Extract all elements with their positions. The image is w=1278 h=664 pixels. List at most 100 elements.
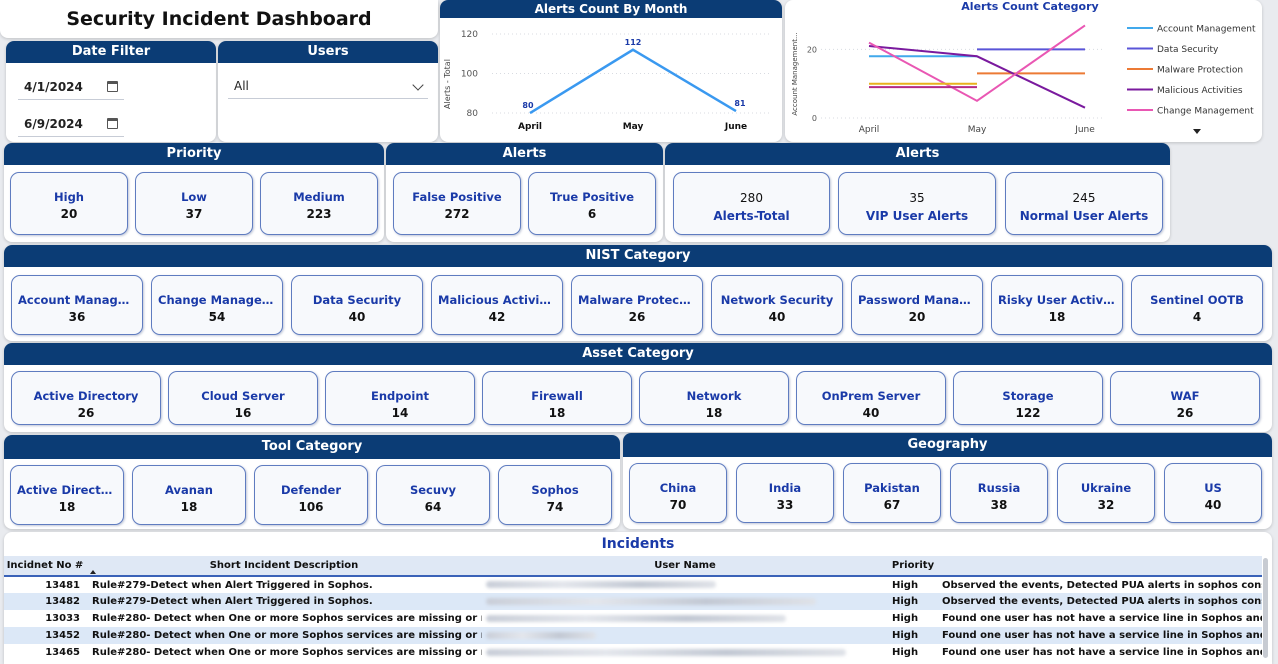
cell-user-name [482,610,888,627]
x-tick-label: May [968,125,987,135]
end-date-input[interactable]: 6/9/2024 [18,111,124,137]
legend-label[interactable]: Malicious Activities [1157,86,1243,96]
card-value: 122 [1015,406,1041,420]
table-row[interactable]: 13481 Rule#279-Detect when Alert Triggere… [4,576,1262,593]
nist-card-data-security[interactable]: Data Security 40 [291,275,423,335]
card-label: Active Directory [17,483,122,497]
card-label: Account Managem... [18,293,142,307]
table-row[interactable]: 13452 Rule#280- Detect when One or more S… [4,627,1262,644]
nist-category-header: NIST Category [4,245,1272,267]
card-value: 54 [208,310,226,324]
geo-card-pakistan[interactable]: Pakistan 67 [843,463,941,523]
column-header-notes[interactable] [938,556,1262,577]
normal-user-alerts-card[interactable]: 245 Normal User Alerts [1005,172,1163,235]
redacted-user-name [486,581,716,588]
nist-card-password-manage[interactable]: Password Manage... 20 [851,275,983,335]
table-scrollbar[interactable] [1263,558,1268,658]
users-dropdown[interactable]: All [228,73,428,99]
card-label: Risky User Activitiy [998,293,1122,307]
nist-card-risky-user-activitiy[interactable]: Risky User Activitiy 18 [991,275,1123,335]
geo-card-us[interactable]: US 40 [1164,463,1262,523]
data-label: 81 [734,99,746,108]
false-positive-card[interactable]: False Positive 272 [393,172,521,235]
tool-card-defender[interactable]: Defender 106 [254,465,368,525]
asset-card-onprem-server[interactable]: OnPrem Server 40 [796,371,946,425]
card-label: VIP User Alerts [865,209,969,223]
table-row[interactable]: 13482 Rule#279-Detect when Alert Triggere… [4,593,1262,610]
nist-card-network-security[interactable]: Network Security 40 [711,275,843,335]
asset-card-firewall[interactable]: Firewall 18 [482,371,632,425]
asset-card-storage[interactable]: Storage 122 [953,371,1103,425]
users-dropdown-value: All [234,79,249,93]
column-header-description[interactable]: Short Incident Description [86,556,482,577]
priority-card-medium[interactable]: Medium 223 [260,172,378,235]
chevron-down-icon[interactable] [412,79,424,91]
nist-card-change-managem[interactable]: Change Managem... 54 [151,275,283,335]
start-date-input[interactable]: 4/1/2024 [18,74,124,100]
priority-card-low[interactable]: Low 37 [135,172,253,235]
priority-card-high[interactable]: High 20 [10,172,128,235]
geo-card-india[interactable]: India 33 [736,463,834,523]
cell-incident-no: 13465 [45,647,80,658]
series-line-alerts [529,48,737,115]
card-label: True Positive [549,190,635,204]
asset-card-cloud-server[interactable]: Cloud Server 16 [168,371,318,425]
nist-card-sentinel-ootb[interactable]: Sentinel OOTB 4 [1131,275,1263,335]
geo-card-ukraine[interactable]: Ukraine 32 [1057,463,1155,523]
alerts-total-card[interactable]: 280 Alerts-Total [673,172,830,235]
table-row[interactable]: 13033 Rule#280- Detect when One or more S… [4,610,1262,627]
card-value: 4 [1192,310,1202,324]
tool-card-secuvy[interactable]: Secuvy 64 [376,465,490,525]
nist-card-malicious-activities[interactable]: Malicious Activities 42 [431,275,563,335]
card-value: 40 [1204,498,1222,512]
nist-category-panel: NIST Category Account Managem... 36 Change… [4,245,1272,341]
asset-card-active-directory[interactable]: Active Directory 26 [11,371,161,425]
card-label: Change Managem... [158,293,282,307]
data-label: 80 [522,101,534,110]
calendar-icon[interactable] [107,81,118,92]
card-value: 6 [587,207,597,221]
true-positive-card[interactable]: True Positive 6 [528,172,656,235]
card-label: Pakistan [864,481,920,495]
cell-description: Rule#280- Detect when One or more Sophos… [92,613,482,624]
legend-scroll-down-icon[interactable] [1193,129,1201,134]
card-value: 18 [1048,310,1066,324]
geo-card-china[interactable]: China 70 [629,463,727,523]
legend-label[interactable]: Malware Protection [1157,66,1243,76]
tool-card-active-directory[interactable]: Active Directory 18 [10,465,124,525]
column-header-incident-no[interactable]: Incidnet No # [4,556,86,577]
legend-label[interactable]: Account Management [1157,25,1256,35]
calendar-icon[interactable] [107,118,118,129]
column-header-priority[interactable]: Priority [888,556,938,577]
cell-incident-no: 13452 [4,627,86,644]
table-row[interactable]: 13465 Rule#280- Detect when One or more S… [4,644,1262,661]
alerts-category-chart: Account Management... 0 20 April May June Acc… [791,25,1256,136]
nist-card-account-managem[interactable]: Account Managem... 36 [11,275,143,335]
geo-card-russia[interactable]: Russia 38 [950,463,1048,523]
tool-card-avanan[interactable]: Avanan 18 [132,465,246,525]
cell-priority: High [892,613,919,624]
sort-ascending-icon[interactable] [90,570,96,574]
legend-label[interactable]: Change Management [1157,107,1254,117]
cell-priority: High [888,593,938,610]
geography-header: Geography [623,433,1272,457]
vip-user-alerts-card[interactable]: 35 VIP User Alerts [838,172,996,235]
alerts-positive-header: Alerts [386,143,663,165]
legend-label[interactable]: Data Security [1157,45,1219,55]
column-header-user-name[interactable]: User Name [482,556,888,577]
alerts-positive-panel: Alerts False Positive 272 True Positive … [386,143,663,242]
nist-card-malware-protection[interactable]: Malware Protection 26 [571,275,703,335]
card-label: Low [181,190,207,204]
card-label: Ukraine [1080,481,1132,495]
asset-card-endpoint[interactable]: Endpoint 14 [325,371,475,425]
asset-card-network[interactable]: Network 18 [639,371,789,425]
cell-description: Rule#279-Detect when Alert Triggered in … [86,593,482,610]
cell-priority: High [892,647,919,658]
cell-priority: High [888,627,938,644]
card-label: WAF [1170,389,1200,403]
card-value: 32 [1097,498,1115,512]
card-label: Endpoint [370,389,430,403]
asset-card-waf[interactable]: WAF 26 [1110,371,1260,425]
card-label: Active Directory [33,389,139,403]
tool-card-sophos[interactable]: Sophos 74 [498,465,612,525]
